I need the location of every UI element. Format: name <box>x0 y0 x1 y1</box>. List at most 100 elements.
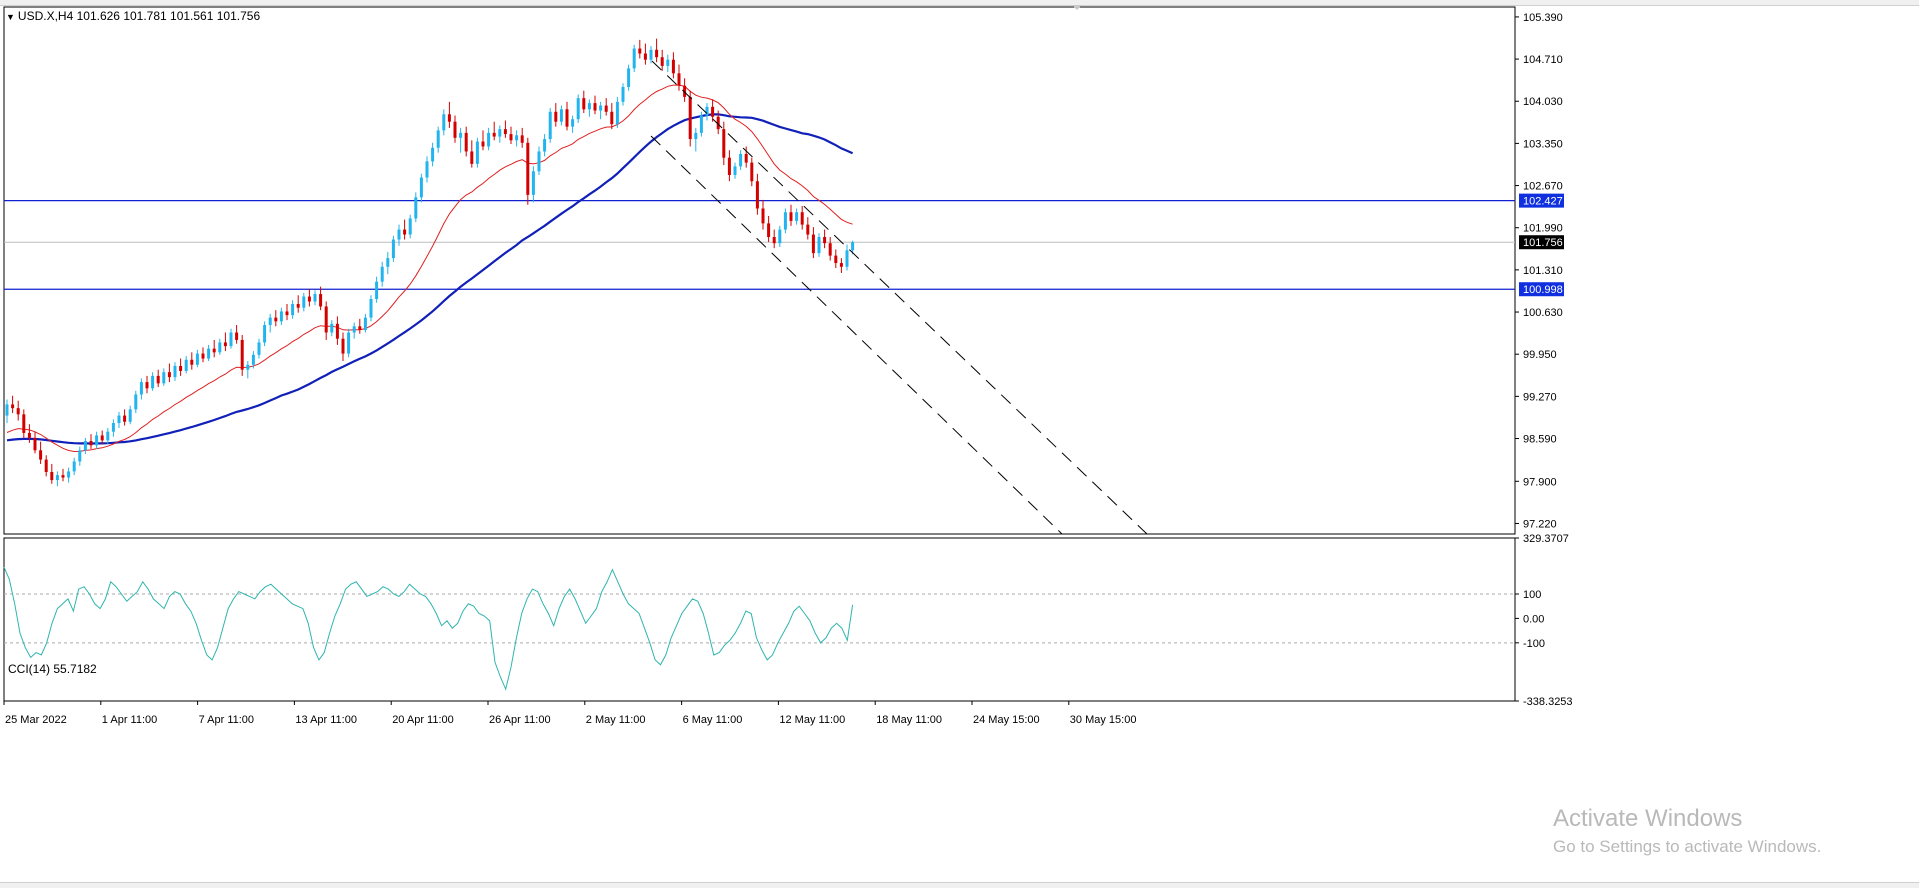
bull-candle <box>291 300 295 319</box>
candle-body <box>100 435 104 441</box>
candle-body <box>151 375 155 389</box>
candle-body <box>705 106 709 116</box>
candle-body <box>811 234 815 254</box>
price-tick-label: 97.220 <box>1523 518 1557 530</box>
bear-candle <box>27 424 31 443</box>
candle-body <box>22 414 26 433</box>
cci-tick-label: 100 <box>1523 589 1541 601</box>
bear-candle <box>470 140 474 168</box>
candle-body <box>638 48 642 54</box>
candle-body <box>666 59 670 66</box>
candle-body <box>839 263 843 267</box>
bull-candle <box>78 446 82 466</box>
candle-body <box>716 116 720 130</box>
candle-body <box>565 109 569 127</box>
bull-candle <box>246 361 250 379</box>
candle-body <box>229 332 233 347</box>
bear-candle <box>716 110 720 135</box>
window-bottom-strip <box>0 882 1919 888</box>
time-tick-label: 30 May 15:00 <box>1070 714 1137 726</box>
bull-candle <box>459 127 463 153</box>
candle-body <box>50 472 54 481</box>
bull-candle <box>475 137 479 168</box>
candle-body <box>296 303 300 308</box>
bull-candle <box>699 111 703 137</box>
bear-candle <box>89 434 93 450</box>
candle-body <box>571 119 575 127</box>
price-tick-label: 102.670 <box>1523 181 1563 193</box>
bear-candle <box>604 98 608 116</box>
bear-candle <box>834 249 838 269</box>
price-tick-label: 104.710 <box>1523 54 1563 66</box>
bear-candle <box>492 121 496 141</box>
candle-body <box>727 157 731 176</box>
bull-candle <box>425 156 429 183</box>
bear-candle <box>39 441 43 464</box>
candle-body <box>671 59 675 74</box>
bear-candle <box>638 39 642 59</box>
candle-body <box>828 243 832 256</box>
time-axis: 25 Mar 2022 1 Apr 11:00 7 Apr 11:00 13 Apr … <box>3 701 1137 726</box>
candle-body <box>72 461 76 472</box>
cci-axis: 329.3707 100 0.00 -100 -338.3253 <box>1515 533 1573 708</box>
bull-candle <box>139 378 143 400</box>
bull-candle <box>515 130 519 147</box>
price-tag-label: 101.756 <box>1523 237 1563 249</box>
bull-candle <box>498 125 502 143</box>
candle-body <box>375 281 379 300</box>
bull-candle <box>621 83 625 106</box>
bull-candle <box>778 225 782 247</box>
cci-tick-label: -100 <box>1523 638 1545 650</box>
bull-candle <box>106 427 110 445</box>
candle-body <box>688 96 692 140</box>
candle-body <box>755 181 759 209</box>
watermark-subtitle: Go to Settings to activate Windows. <box>1553 837 1822 856</box>
candle-body <box>61 475 65 478</box>
candle-body <box>380 266 384 282</box>
candle-body <box>610 111 614 125</box>
bear-candle <box>296 295 300 313</box>
candle-body <box>363 317 367 331</box>
candle-body <box>559 109 563 122</box>
bear-candle <box>711 99 715 122</box>
bull-candle <box>151 372 155 391</box>
bull-candle <box>184 356 188 374</box>
candle-body <box>464 132 468 152</box>
time-tick-label: 20 Apr 11:00 <box>392 714 454 726</box>
bull-candle <box>627 64 631 91</box>
cci-panel <box>3 566 1515 691</box>
candle-body <box>436 130 440 148</box>
cci-tick-label: 0.00 <box>1523 613 1544 625</box>
dropdown-triangle-icon[interactable]: ▼ <box>6 12 15 22</box>
bull-candle <box>694 127 698 152</box>
candle-body <box>44 459 48 472</box>
price-tick-label: 105.390 <box>1523 12 1563 24</box>
bear-candle <box>683 78 687 102</box>
bear-candle <box>179 358 183 376</box>
candle-body <box>347 332 351 354</box>
bear-candle <box>727 150 731 182</box>
bear-candle <box>767 215 771 242</box>
cci-line <box>3 566 854 691</box>
bull-candle <box>649 46 653 64</box>
candle-body <box>246 364 250 370</box>
activate-windows-watermark: Activate Windows Go to Settings to activ… <box>1553 805 1821 857</box>
bear-candle <box>33 431 37 454</box>
candle-body <box>106 431 110 441</box>
candle-body <box>123 415 127 422</box>
candle-body <box>369 299 373 318</box>
candle-body <box>509 134 513 141</box>
candle-body <box>649 49 653 60</box>
symbol-ohlc-label[interactable]: ▼ USD.X,H4 101.626 101.781 101.561 101.75… <box>6 9 260 23</box>
bear-candle <box>772 229 776 249</box>
bull-candle <box>705 103 709 121</box>
candle-body <box>722 129 726 158</box>
bear-candle <box>307 289 311 307</box>
bull-candle <box>363 313 367 333</box>
price-tick-label: 101.310 <box>1523 265 1563 277</box>
bear-candle <box>285 303 289 321</box>
price-axis: 105.390 104.710 104.030 103.350 102.670 101.9… <box>1515 12 1563 530</box>
candle-body <box>212 348 216 353</box>
